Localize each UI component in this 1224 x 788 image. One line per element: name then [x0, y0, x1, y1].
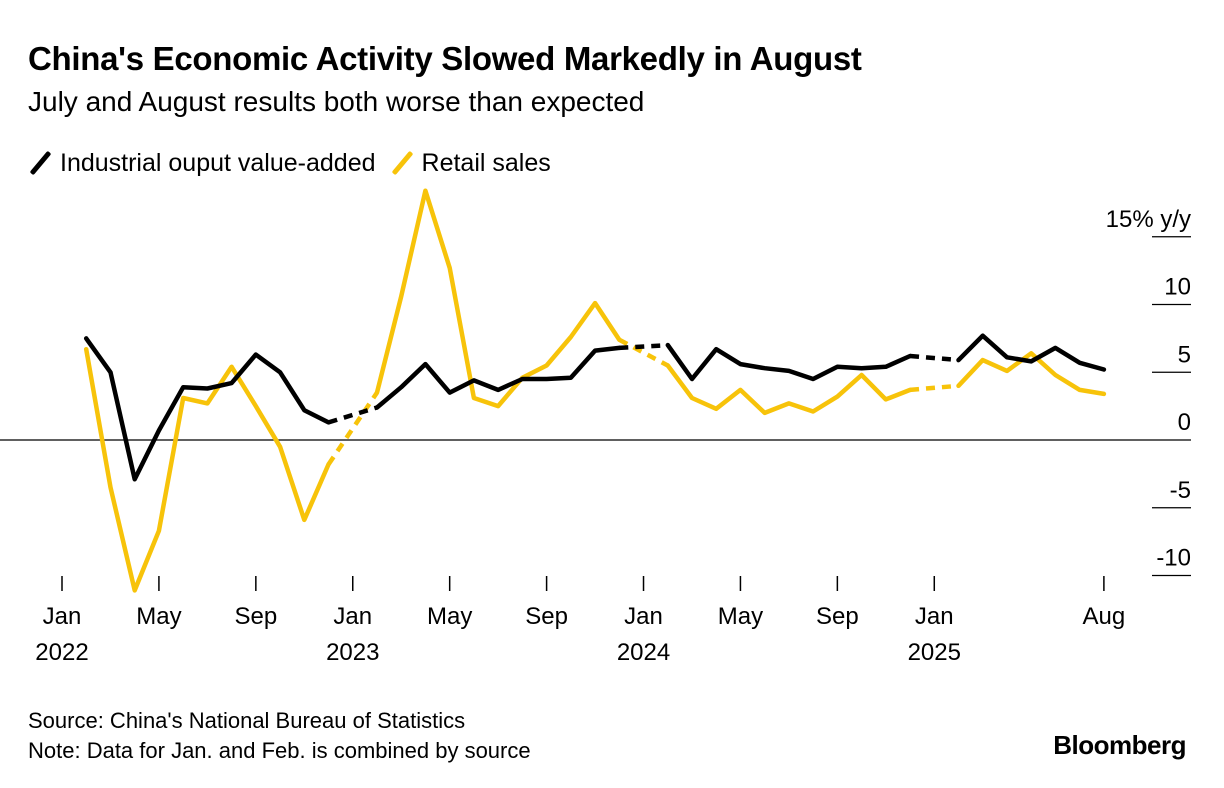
retail-sales-gap-dashed-segment: [326, 391, 379, 466]
industrial-output-series-line: [83, 336, 331, 482]
source-note: Source: China's National Bureau of Stati…: [28, 708, 466, 733]
y-tick-label: -5: [1170, 477, 1191, 504]
retail-sales-series-line: [665, 363, 913, 416]
x-tick-label: Sep: [816, 603, 859, 630]
x-tick-year-label: 2025: [908, 639, 961, 666]
legend-label-retail: Retail sales: [421, 148, 551, 177]
x-tick-label: Sep: [525, 603, 568, 630]
industrial-output-series-line: [374, 345, 622, 410]
x-tick-label: Sep: [234, 603, 277, 630]
retail-sales-gap-dashed-segment: [618, 337, 669, 368]
footer-notes: Source: China's National Bureau of Stati…: [28, 706, 531, 766]
x-tick-label: May: [136, 603, 181, 630]
data-note: Note: Data for Jan. and Feb. is combined…: [28, 738, 531, 763]
legend: Industrial ouput value-added Retail sale…: [28, 146, 565, 180]
x-tick-year-label: 2024: [617, 639, 670, 666]
industrial-output-series-line: [956, 333, 1107, 372]
y-tick-label: 15% y/y: [1106, 206, 1191, 233]
y-tick-label: 5: [1178, 341, 1191, 368]
x-tick-label: Jan: [624, 603, 663, 630]
x-tick-label: Aug: [1083, 603, 1126, 630]
y-tick-label: 0: [1178, 409, 1191, 436]
industrial-output-series-line: [665, 342, 913, 382]
x-tick-label: Jan: [333, 603, 372, 630]
industrial-output-gap-dashed-segment: [909, 353, 959, 363]
chart-subtitle: July and August results both worse than …: [28, 86, 645, 117]
y-tick-label: 10: [1164, 274, 1191, 301]
retail-sales-series-line: [956, 351, 1107, 397]
industrial-output-gap-dashed-segment: [327, 405, 378, 425]
legend-item-retail: Retail sales: [390, 149, 551, 178]
retail-sales-series-line: [374, 188, 622, 409]
y-tick-label: -10: [1156, 545, 1191, 572]
x-tick-label: Jan: [43, 603, 82, 630]
industrial-output-gap-dashed-segment: [619, 342, 668, 351]
legend-label-industrial: Industrial ouput value-added: [60, 148, 376, 177]
line-chart: 15% y/y 10 5 0 -5 -10 Jan 2022 May Sep Jan 2023 May S…: [0, 188, 1191, 666]
x-tick-year-label: 2022: [35, 639, 88, 666]
x-tick-year-label: 2023: [326, 639, 379, 666]
x-tick-label: Jan: [915, 603, 954, 630]
x-tick-label: May: [427, 603, 472, 630]
bloomberg-logo: Bloomberg: [1053, 730, 1186, 760]
retail-sales-gap-dashed-segment: [909, 383, 959, 393]
chart-title: China's Economic Activity Slowed Markedl…: [28, 40, 862, 77]
x-tick-label: May: [718, 603, 763, 630]
legend-item-industrial: Industrial ouput value-added: [28, 149, 376, 178]
retail-sales-series-line: [83, 346, 331, 593]
